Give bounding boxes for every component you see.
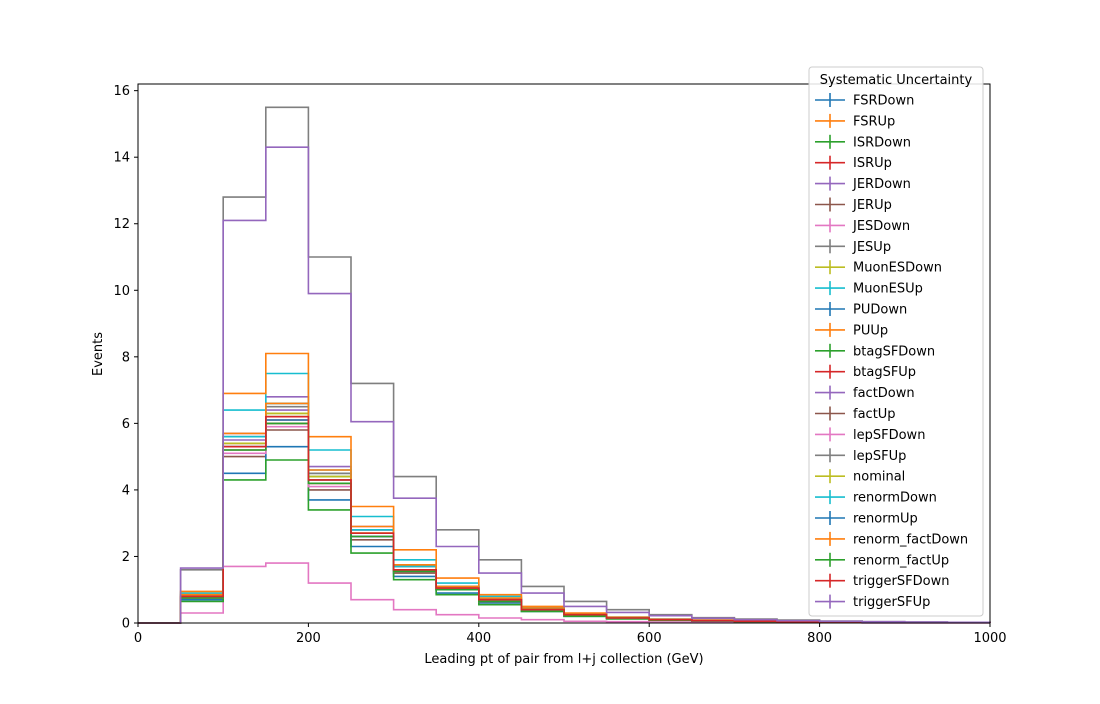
x-tick-label: 400: [466, 631, 491, 646]
legend-label: MuonESUp: [853, 282, 923, 297]
y-tick-label: 2: [122, 550, 130, 565]
legend-entry: renorm_factDown: [815, 531, 968, 547]
legend-label: renorm_factUp: [853, 553, 949, 568]
legend-entry: PUDown: [815, 302, 907, 318]
y-tick-label: 10: [113, 284, 130, 299]
legend-label: renormDown: [853, 491, 937, 506]
legend-entry: JERDown: [815, 176, 911, 192]
legend-label: ISRUp: [853, 156, 892, 171]
legend-entry: FSRUp: [815, 113, 895, 129]
legend-label: JESDown: [852, 219, 910, 234]
legend-entry: JERUp: [815, 197, 892, 213]
legend-label: ISRDown: [853, 135, 911, 150]
legend-entry: btagSFUp: [815, 364, 916, 380]
legend-entry: ISRUp: [815, 155, 892, 171]
y-tick-label: 16: [113, 84, 130, 99]
legend-label: btagSFUp: [853, 365, 916, 380]
legend-label: PUDown: [853, 303, 907, 318]
legend-label: triggerSFDown: [853, 574, 949, 589]
legend-entry: nominal: [815, 469, 905, 485]
x-tick-label: 800: [807, 631, 832, 646]
legend-entry: renormDown: [815, 490, 937, 506]
y-axis-label: Events: [91, 332, 106, 376]
legend-label: renorm_factDown: [853, 532, 968, 547]
legend-entry: renormUp: [815, 511, 918, 527]
legend-entry: JESUp: [815, 239, 891, 255]
legend-label: lepSFDown: [853, 428, 925, 443]
legend-label: renormUp: [853, 512, 918, 527]
plot-frame: [137, 83, 991, 624]
legend-label: JERDown: [852, 177, 911, 192]
legend-entry: lepSFDown: [815, 427, 925, 443]
legend-entry: JESDown: [815, 218, 910, 234]
x-tick-label: 1000: [973, 631, 1006, 646]
legend-label: FSRDown: [853, 94, 914, 109]
y-tick-label: 12: [113, 217, 130, 232]
x-tick-label: 200: [296, 631, 321, 646]
legend-entry: triggerSFUp: [815, 594, 930, 610]
legend-entry: lepSFUp: [815, 448, 906, 464]
legend-label: JESUp: [852, 240, 891, 255]
legend-label: btagSFDown: [853, 344, 935, 359]
series-layer: [138, 106, 991, 624]
x-axis-ticks: 0 200 400 600 800 1000: [134, 623, 1007, 646]
legend-label: PUUp: [853, 323, 888, 338]
y-tick-label: 0: [122, 617, 130, 632]
legend-entry: factUp: [815, 406, 896, 422]
y-axis-ticks: 0 2 4 6 8 10 12 14 16: [113, 84, 138, 632]
legend-title: Systematic Uncertainty: [820, 73, 973, 88]
legend-entry: MuonESUp: [815, 281, 923, 297]
legend-label: lepSFUp: [853, 449, 906, 464]
legend-label: JERUp: [852, 198, 892, 213]
legend-box: [808, 66, 984, 617]
legend-label: factDown: [853, 386, 915, 401]
y-tick-label: 8: [122, 350, 130, 365]
legend-entry: btagSFDown: [815, 343, 935, 359]
x-tick-label: 0: [134, 631, 142, 646]
legend-label: factUp: [853, 407, 896, 422]
legend-label: triggerSFUp: [853, 595, 930, 610]
x-tick-label: 600: [637, 631, 662, 646]
legend-entry: ISRDown: [815, 134, 911, 150]
legend-entry: triggerSFDown: [815, 573, 949, 589]
series-triggerSFUp: [138, 146, 991, 624]
y-tick-label: 4: [122, 483, 130, 498]
legend: Systematic Uncertainty FSRDown FSRUp ISRDo…: [808, 66, 984, 617]
legend-label: FSRUp: [853, 114, 895, 129]
legend-label: nominal: [853, 470, 905, 485]
legend-entry: PUUp: [815, 322, 888, 338]
legend-entry: renorm_factUp: [815, 552, 949, 568]
legend-entry: FSRDown: [815, 93, 914, 109]
legend-entry: factDown: [815, 385, 915, 401]
y-tick-label: 6: [122, 417, 130, 432]
x-axis-label: Leading pt of pair from l+j collection (…: [424, 652, 703, 667]
legend-label: MuonESDown: [853, 261, 942, 276]
legend-entry: MuonESDown: [815, 260, 942, 276]
y-tick-label: 14: [113, 151, 130, 166]
legend-entries: FSRDown FSRUp ISRDown ISRUp JERDown JERUp JESD…: [815, 93, 968, 610]
